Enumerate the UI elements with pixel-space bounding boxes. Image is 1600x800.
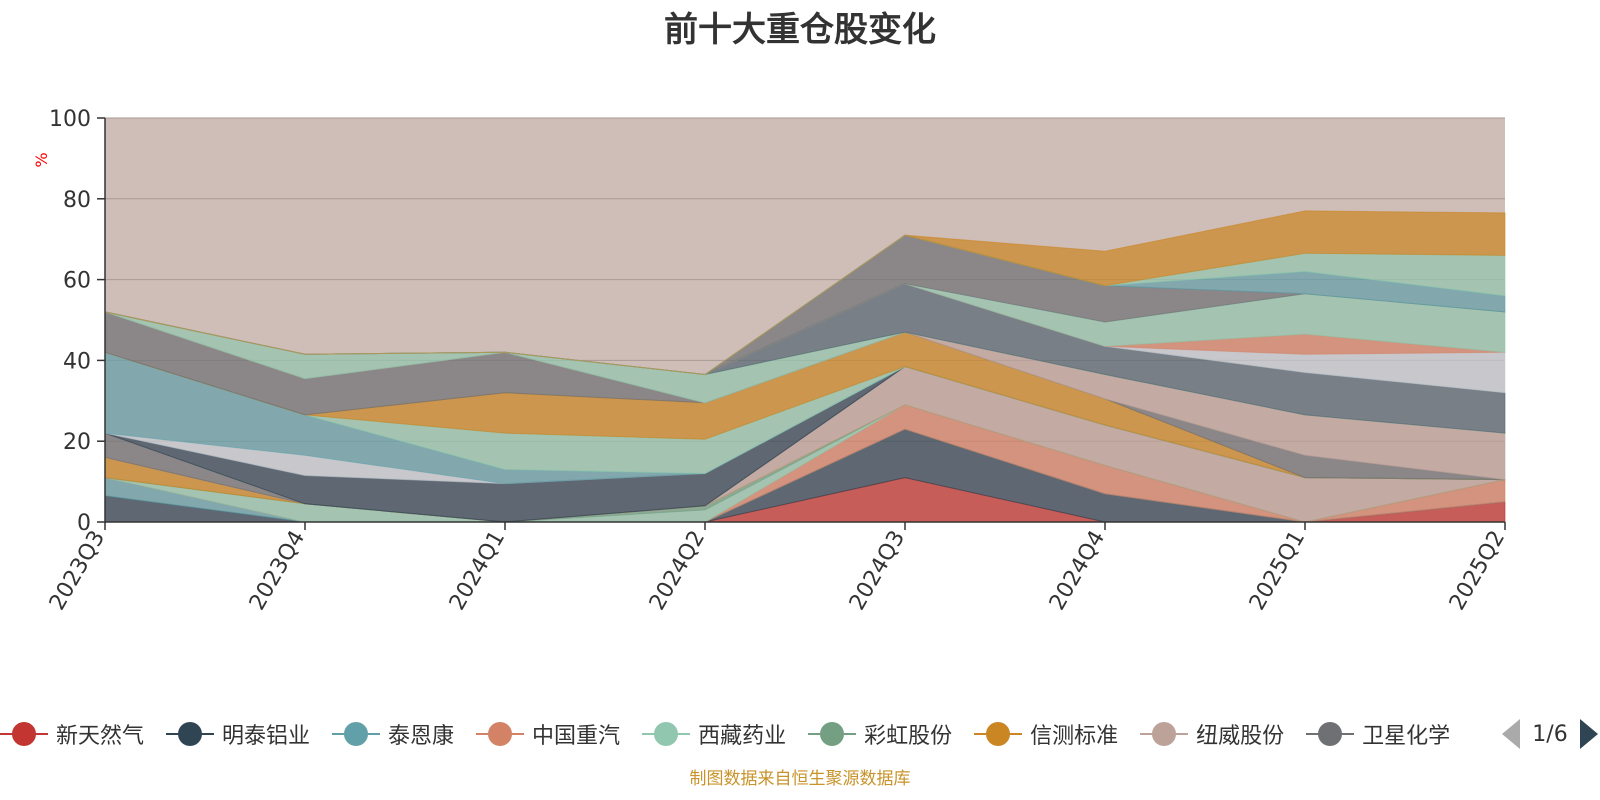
y-tick-label: 20 (63, 430, 91, 455)
legend-item[interactable]: 新天然气 (0, 716, 144, 752)
legend-item[interactable]: 泰恩康 (332, 716, 454, 752)
source-note: 制图数据来自恒生聚源数据库 (689, 769, 911, 789)
legend-label: 新天然气 (56, 724, 145, 749)
y-tick-label: 100 (49, 107, 91, 132)
x-tick-label: 2024Q4 (1045, 527, 1110, 615)
legend-label: 纽威股份 (1196, 724, 1285, 749)
y-axis-label: % (32, 152, 51, 167)
y-tick-label: 0 (77, 511, 91, 536)
y-tick-label: 80 (63, 188, 91, 213)
legend-label: 中国重汽 (532, 724, 621, 749)
legend-marker-icon (332, 722, 381, 746)
chart-title: 前十大重仓股变化 (664, 10, 936, 50)
legend: 新天然气 明泰铝业 泰恩康 中国重汽 西藏药业 彩虹股份 信测标准 纽威股份 卫星化学 (0, 716, 1490, 752)
legend-item[interactable]: 彩虹股份 (808, 716, 952, 752)
legend-item[interactable]: 西藏药业 (642, 716, 786, 752)
pager-text: 1/6 (1532, 721, 1568, 747)
legend-item[interactable]: 中国重汽 (476, 716, 620, 752)
stacked-areas (104, 210, 1506, 523)
legend-marker-icon (642, 722, 691, 746)
legend-marker-icon (1306, 722, 1355, 746)
y-tick-label: 60 (63, 269, 91, 294)
legend-label: 卫星化学 (1362, 724, 1451, 749)
x-tick-label: 2024Q1 (445, 527, 510, 615)
legend-item[interactable]: 卫星化学 (1306, 716, 1450, 752)
x-tick-label: 2024Q3 (845, 527, 910, 615)
chart: 0 20 40 60 80 100 2023Q3 2023Q4 2024Q1 2024Q2 2024… (32, 107, 1510, 615)
legend-marker-icon (166, 722, 215, 746)
series-area-25 (104, 210, 1506, 376)
legend-label: 泰恩康 (388, 724, 455, 749)
x-tick-label: 2024Q2 (645, 527, 710, 615)
legend-marker-icon (808, 722, 857, 746)
x-tick-label: 2023Q3 (45, 527, 110, 615)
x-tick-label: 2023Q4 (245, 527, 310, 615)
prev-page-arrow-icon[interactable] (1502, 719, 1520, 749)
legend-label: 彩虹股份 (864, 724, 953, 749)
legend-marker-icon (0, 722, 48, 746)
legend-label: 西藏药业 (698, 724, 787, 749)
x-tick-label: 2025Q2 (1445, 527, 1510, 615)
y-tick-label: 40 (63, 349, 91, 374)
x-tick-label: 2025Q1 (1245, 527, 1310, 615)
legend-item[interactable]: 明泰铝业 (166, 716, 310, 752)
legend-pager: 1/6 (1502, 716, 1598, 752)
legend-label: 明泰铝业 (222, 724, 311, 749)
legend-item[interactable]: 信测标准 (974, 716, 1118, 752)
legend-label: 信测标准 (1030, 724, 1119, 749)
legend-marker-icon (476, 722, 525, 746)
legend-marker-icon (1140, 722, 1189, 746)
legend-item[interactable]: 纽威股份 (1140, 716, 1284, 752)
next-page-arrow-icon[interactable] (1580, 719, 1598, 749)
legend-marker-icon (974, 722, 1023, 746)
